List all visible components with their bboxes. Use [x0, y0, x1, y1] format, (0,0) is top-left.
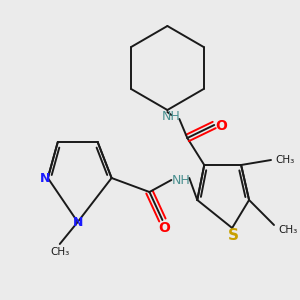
- Text: CH₃: CH₃: [50, 247, 69, 257]
- Text: NH: NH: [172, 173, 191, 187]
- Text: S: S: [228, 229, 238, 244]
- Text: O: O: [215, 119, 227, 133]
- Text: NH: NH: [162, 110, 181, 124]
- Text: CH₃: CH₃: [275, 155, 295, 165]
- Text: N: N: [40, 172, 50, 184]
- Text: CH₃: CH₃: [278, 225, 298, 235]
- Text: O: O: [158, 221, 170, 235]
- Text: N: N: [73, 215, 83, 229]
